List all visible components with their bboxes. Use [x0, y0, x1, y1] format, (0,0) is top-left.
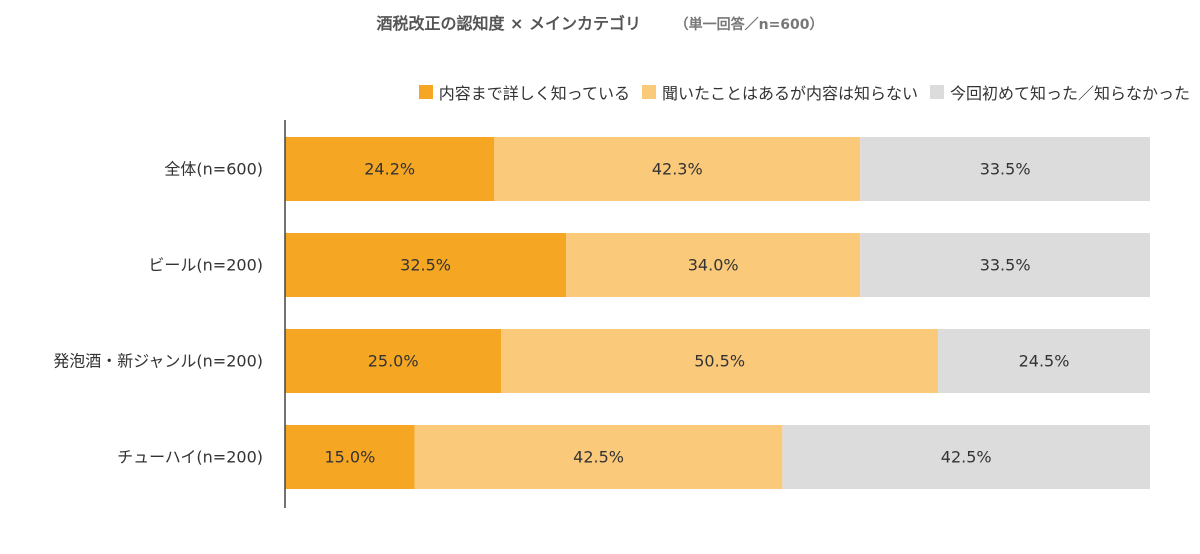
data-label-2-1: 50.5%	[694, 352, 745, 371]
bar-segment-3-0	[285, 425, 415, 489]
bar-segment-1-1	[566, 233, 861, 297]
data-label-2-0: 25.0%	[368, 352, 419, 371]
bar-segment-2-1	[501, 329, 939, 393]
data-label-3-2: 42.5%	[941, 448, 992, 467]
data-label-0-2: 33.5%	[980, 160, 1031, 179]
category-label-3: チューハイ(n=200)	[117, 448, 263, 467]
data-label-3-1: 42.5%	[573, 448, 624, 467]
category-label-0: 全体(n=600)	[164, 160, 263, 179]
legend-item-series-0: 内容まで詳しく知っている	[418, 80, 630, 104]
data-label-0-1: 42.3%	[652, 160, 703, 179]
data-label-3-0: 15.0%	[324, 448, 375, 467]
data-label-1-1: 34.0%	[688, 256, 739, 275]
bar-segment-0-0	[285, 137, 495, 201]
bar-segment-0-1	[494, 137, 861, 201]
chart-title-row: 酒税改正の認知度 × メインカテゴリ （単一回答／n=600）	[0, 10, 1200, 34]
bar-segment-0-2	[860, 137, 1150, 201]
chart-title: 酒税改正の認知度 × メインカテゴリ	[376, 14, 642, 33]
data-label-1-2: 33.5%	[980, 256, 1031, 275]
bar-segment-2-2	[938, 329, 1150, 393]
bar-segment-2-0	[285, 329, 502, 393]
legend-swatch-series-2	[929, 85, 944, 99]
legend-label-series-2: 今回初めて知った／知らなかった	[949, 84, 1190, 103]
legend-item-series-1: 聞いたことはあるが内容は知らない	[641, 80, 918, 104]
data-label-1-0: 32.5%	[400, 256, 451, 275]
legend-swatch-series-0	[418, 85, 433, 99]
legend-item-series-2: 今回初めて知った／知らなかった	[929, 80, 1190, 104]
legend-label-series-1: 聞いたことはあるが内容は知らない	[661, 84, 918, 103]
bar-segment-3-1	[414, 425, 783, 489]
bar-segment-1-2	[860, 233, 1150, 297]
category-label-2: 発泡酒・新ジャンル(n=200)	[53, 352, 263, 371]
bar-segment-3-2	[782, 425, 1150, 489]
bar-segment-1-0	[285, 233, 567, 297]
legend: 内容まで詳しく知っている 聞いたことはあるが内容は知らない 今回初めて知った／知…	[418, 80, 1190, 104]
data-label-2-2: 24.5%	[1019, 352, 1070, 371]
category-label-1: ビール(n=200)	[148, 256, 263, 275]
legend-label-series-0: 内容まで詳しく知っている	[438, 84, 630, 103]
chart-subtitle: （単一回答／n=600）	[674, 17, 824, 33]
legend-swatch-series-1	[641, 85, 656, 99]
data-label-0-0: 24.2%	[364, 160, 415, 179]
